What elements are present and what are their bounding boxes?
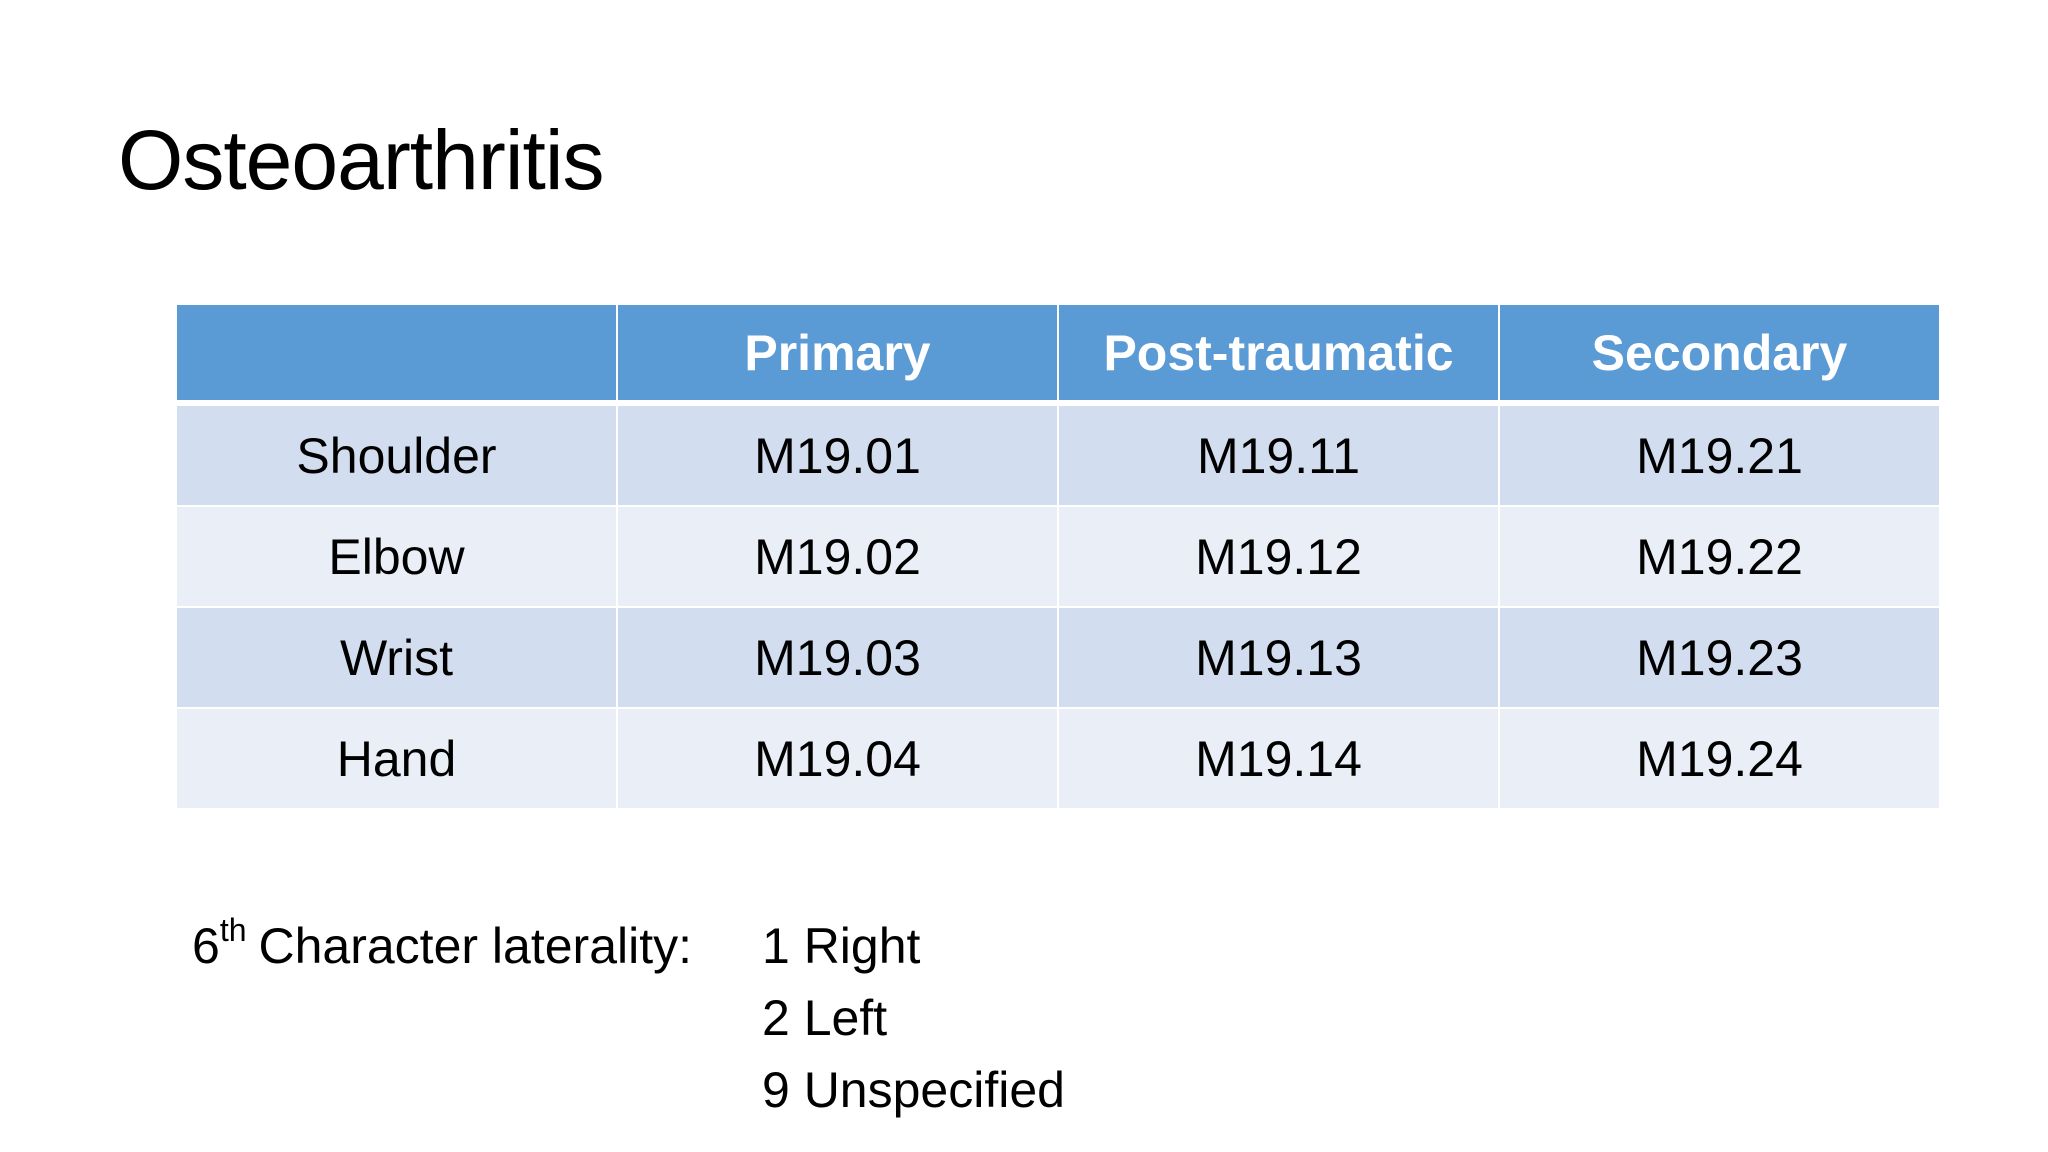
table-row: Hand M19.04 M19.14 M19.24 [175,707,1941,810]
note-item: 2 Left [762,990,888,1046]
code-cell: M19.04 [616,707,1059,810]
code-cell: M19.11 [1057,402,1500,507]
code-cell: M19.21 [1498,402,1941,507]
table-row: Elbow M19.02 M19.12 M19.22 [175,505,1941,608]
row-label: Wrist [175,606,618,709]
code-cell: M19.23 [1498,606,1941,709]
slide-title: Osteoarthritis [118,113,604,207]
code-cell: M19.03 [616,606,1059,709]
note-item: 9 Unspecified [762,1062,1065,1118]
note-items: 1 Right 2 Left 9 Unspecified [762,910,1065,1126]
code-cell: M19.22 [1498,505,1941,608]
code-cell: M19.12 [1057,505,1500,608]
header-cell: Post-traumatic [1057,303,1500,406]
row-label: Elbow [175,505,618,608]
table-row: Wrist M19.03 M19.13 M19.23 [175,606,1941,709]
code-cell: M19.24 [1498,707,1941,810]
header-cell: Secondary [1498,303,1941,406]
note: 6th Character laterality: [192,910,706,982]
note-label: Character laterality: [258,918,693,974]
code-cell: M19.14 [1057,707,1500,810]
header-row: Primary Post-traumatic Secondary [175,303,1941,406]
code-cell: M19.02 [616,505,1059,608]
table-row: Shoulder M19.01 M19.11 M19.21 [175,402,1941,507]
code-cell: M19.01 [616,402,1059,507]
header-cell: Primary [616,303,1059,406]
row-label: Hand [175,707,618,810]
note-item: 1 Right [762,918,921,974]
header-cell [175,303,618,406]
code-table: Primary Post-traumatic Secondary Shoulder M1… [175,303,1941,810]
note-number: 6 [192,918,220,974]
code-cell: M19.13 [1057,606,1500,709]
row-label: Shoulder [175,402,618,507]
note-suffix: th [219,912,247,948]
